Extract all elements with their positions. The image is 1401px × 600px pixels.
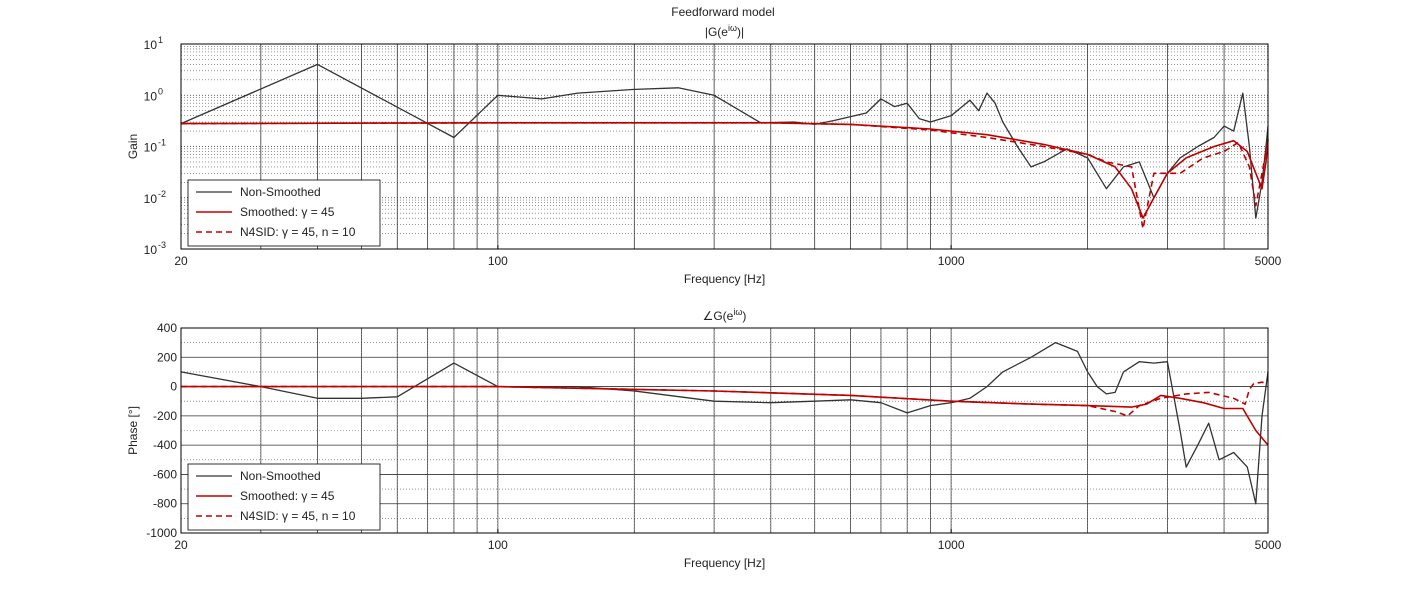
subplot-phase: 20 100 1000 5000 400 200 0 -200 -400 -600 -800 -100… xyxy=(126,307,1282,570)
y-tick-exponent: -3 xyxy=(158,240,166,250)
y-tick-label: 200 xyxy=(157,350,177,364)
legend-entry: N4SID: γ = 45, n = 10 xyxy=(240,225,356,239)
x-tick-label: 20 xyxy=(174,538,188,552)
x-axis-label: Frequency [Hz] xyxy=(684,272,765,286)
legend: Non-Smoothed Smoothed: γ = 45 N4SID: γ = 4… xyxy=(187,463,381,531)
y-tick-label: 10 xyxy=(144,192,158,206)
y-tick-label: -400 xyxy=(153,438,177,452)
x-tick-label: 5000 xyxy=(1255,254,1282,268)
legend-box xyxy=(187,179,381,247)
x-tick-label: 1000 xyxy=(938,538,965,552)
legend-entry: N4SID: γ = 45, n = 10 xyxy=(240,509,356,523)
axes-box xyxy=(180,43,1269,250)
y-tick-label: 10 xyxy=(144,38,158,52)
legend-entry: Non-Smoothed xyxy=(240,185,321,199)
subplot-title-superscript: iω xyxy=(728,23,737,33)
x-tick-label: 5000 xyxy=(1255,538,1282,552)
y-tick-label: 10 xyxy=(144,141,158,155)
series-line-non-smoothed xyxy=(180,341,1269,505)
y-tick-label: -600 xyxy=(153,467,177,481)
subplot-title-end: )| xyxy=(737,25,744,39)
subplot-title-superscript: iω xyxy=(733,307,742,317)
legend-entry: Smoothed: γ = 45 xyxy=(240,489,335,503)
legend-entry: Non-Smoothed xyxy=(240,469,321,483)
y-tick-exponent: 1 xyxy=(158,35,163,45)
subplot-title: |G(eiω)| xyxy=(705,23,744,39)
y-axis-label: Gain xyxy=(126,134,140,159)
x-tick-label: 100 xyxy=(488,538,508,552)
x-tick-label: 20 xyxy=(174,254,188,268)
x-axis-label: Frequency [Hz] xyxy=(684,556,765,570)
figure-title: Feedforward model xyxy=(671,5,774,19)
subplot-title-main: |G(e xyxy=(705,25,728,39)
y-tick-exponent: -2 xyxy=(158,189,166,199)
subplot-title: ∠G(eiω) xyxy=(703,307,747,323)
series-line-n4sid xyxy=(181,381,1269,417)
series-line-non-smoothed xyxy=(180,63,1269,219)
y-tick-label: -800 xyxy=(153,497,177,511)
axes-box xyxy=(180,327,1269,534)
legend: Non-Smoothed Smoothed: γ = 45 N4SID: γ = 4… xyxy=(187,179,381,247)
y-tick-label: -1000 xyxy=(146,526,177,540)
legend-box xyxy=(187,463,381,531)
y-tick-label: 400 xyxy=(157,321,177,335)
y-axis-label: Phase [°] xyxy=(126,406,140,455)
x-tick-label: 1000 xyxy=(938,254,965,268)
series-line-smoothed xyxy=(180,122,1269,219)
subplot-title-end: ) xyxy=(742,309,746,323)
y-tick-label: -200 xyxy=(153,409,177,423)
y-tick-exponent: 0 xyxy=(158,86,163,96)
x-tick-label: 100 xyxy=(488,254,508,268)
y-tick-exponent: -1 xyxy=(158,138,166,148)
y-tick-label: 10 xyxy=(144,89,158,103)
y-tick-label: 0 xyxy=(170,380,177,394)
series-line-n4sid xyxy=(180,122,1269,230)
subplot-title-main: ∠G(e xyxy=(703,309,734,323)
y-tick-label: 10 xyxy=(144,243,158,257)
legend-entry: Smoothed: γ = 45 xyxy=(240,205,335,219)
